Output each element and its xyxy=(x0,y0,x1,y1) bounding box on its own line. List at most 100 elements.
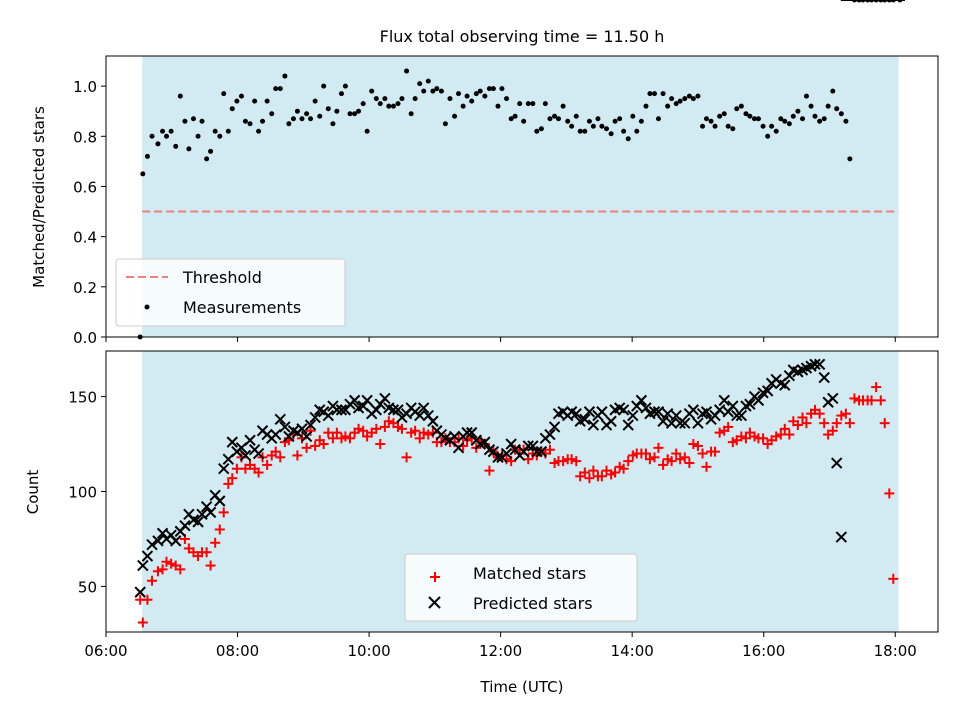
measurement-point xyxy=(308,116,314,122)
predicted-star-point xyxy=(570,407,582,420)
top-y-tick-label: 0.0 xyxy=(73,329,97,347)
matched-star-point xyxy=(375,439,386,450)
measurement-point xyxy=(542,101,548,107)
matched-star-point xyxy=(396,423,407,434)
measurement-point xyxy=(786,121,792,127)
bottom-legend-box xyxy=(404,553,638,622)
matched-star-point xyxy=(305,425,316,436)
measurement-point xyxy=(673,101,679,107)
predicted-star-point xyxy=(348,394,361,407)
predicted-star-point xyxy=(827,392,839,405)
measurement-point xyxy=(317,113,323,119)
measurement-point xyxy=(621,128,627,134)
matched-star-point xyxy=(401,452,412,463)
measurement-point xyxy=(682,96,688,102)
matched-star-point xyxy=(723,421,734,432)
measurement-point xyxy=(460,103,466,109)
measurement-point xyxy=(730,126,736,132)
measurement-point xyxy=(234,98,240,104)
measurement-point xyxy=(238,93,244,99)
top-legend: Threshold Measurements xyxy=(115,258,346,327)
measurement-point xyxy=(229,106,235,112)
matched-star-point xyxy=(801,418,812,429)
measurement-point xyxy=(677,98,683,104)
measurement-point xyxy=(286,121,292,127)
matched-star-point xyxy=(792,420,803,431)
measurement-point xyxy=(425,78,431,84)
measurement-point xyxy=(521,118,527,124)
measurement-point xyxy=(356,108,362,114)
matched-star-point xyxy=(484,465,495,476)
predicted-star-point xyxy=(141,550,154,562)
matched-star-point xyxy=(888,573,899,584)
predicted-star-point xyxy=(304,419,317,431)
measurement-point xyxy=(712,123,718,129)
measurement-point xyxy=(556,116,562,122)
measurement-point xyxy=(512,113,518,119)
measurement-point xyxy=(721,111,727,117)
measurement-point xyxy=(217,133,223,139)
matched-star-point xyxy=(223,478,234,489)
matched-star-point xyxy=(292,450,303,461)
measurement-point xyxy=(573,113,579,119)
matched-star-point xyxy=(205,560,216,571)
predicted-star-point xyxy=(718,394,730,407)
predicted-star-point xyxy=(331,404,343,416)
predicted-star-point xyxy=(500,447,513,460)
predicted-star-point xyxy=(731,409,743,422)
measurement-point xyxy=(790,113,796,119)
measurement-point xyxy=(186,146,192,152)
matched-star-point xyxy=(679,452,690,463)
predicted-star-point xyxy=(605,415,617,427)
measurement-point xyxy=(482,93,488,99)
measurement-point xyxy=(256,128,262,134)
measurement-point xyxy=(534,128,540,134)
matched-star-point xyxy=(584,473,595,484)
measurement-point xyxy=(304,111,310,117)
predicted-star-point xyxy=(370,404,383,416)
measurement-point xyxy=(847,156,853,162)
predicted-star-point xyxy=(583,406,596,418)
matched-star-point xyxy=(323,427,334,438)
measurement-point xyxy=(517,101,523,107)
top-y-tick-label: 0.4 xyxy=(73,229,97,247)
measurement-point xyxy=(499,86,505,92)
predicted-star-point xyxy=(657,415,669,427)
matched-star-point xyxy=(692,440,703,451)
predicted-star-point xyxy=(700,406,713,418)
measurement-point xyxy=(769,123,775,129)
measurement-point xyxy=(204,156,210,162)
matched-star-point xyxy=(610,467,621,478)
predicted-star-point xyxy=(465,426,478,439)
measurement-point xyxy=(655,116,661,122)
top-legend-box xyxy=(115,258,346,327)
measurement-point xyxy=(144,153,150,159)
matched-star-point xyxy=(819,418,830,429)
predicted-star-point xyxy=(735,409,748,422)
measurement-point xyxy=(560,103,566,109)
measurement-point xyxy=(377,101,383,107)
measurement-point xyxy=(347,111,353,117)
matched-star-point xyxy=(210,537,221,548)
top-y-ticks: 0.0 0.2 0.4 0.6 0.8 1.0 xyxy=(73,78,106,347)
predicted-star-point xyxy=(452,442,465,454)
measurement-point xyxy=(838,111,844,117)
measurement-point xyxy=(386,103,392,109)
predicted-star-point xyxy=(687,404,700,416)
measurement-point xyxy=(830,88,836,94)
measurement-point xyxy=(638,118,644,124)
top-y-axis-label: Matched/Predicted stars xyxy=(30,106,48,288)
predicted-star-point xyxy=(335,404,348,416)
x-tick-label: 14:00 xyxy=(611,642,654,660)
measurement-point xyxy=(795,108,801,114)
matched-star-point xyxy=(779,423,790,434)
predicted-star-point xyxy=(200,500,213,513)
predicted-star-point xyxy=(652,406,665,418)
predicted-star-point xyxy=(744,398,756,410)
measurement-point xyxy=(140,171,146,177)
matched-star-point xyxy=(327,433,338,444)
measurement-point xyxy=(590,123,596,129)
predicted-star-point xyxy=(392,404,404,416)
measurement-point xyxy=(747,113,753,119)
bottom-y-tick-label: 100 xyxy=(68,484,97,502)
